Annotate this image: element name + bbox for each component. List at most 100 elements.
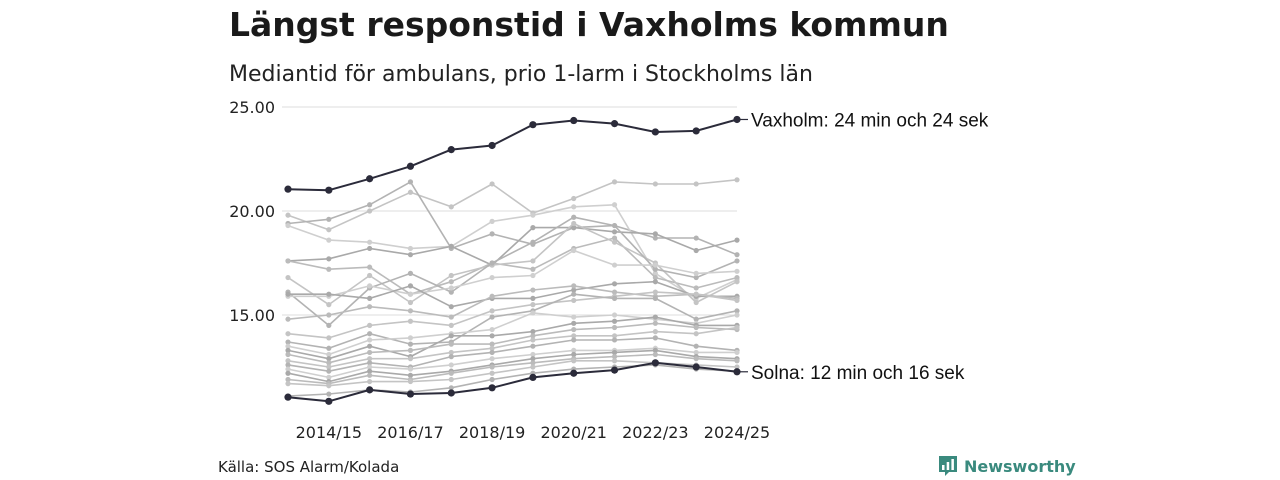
background-series-point [285,362,291,368]
background-series-point [530,343,536,349]
background-series-point [571,283,577,289]
background-series-point [489,308,495,314]
background-series-point [693,270,699,276]
background-series-point [448,322,454,328]
background-series-point [611,179,618,185]
background-series-point [489,345,495,351]
background-series-point [611,312,618,318]
background-series-point [285,291,291,297]
background-series-point [530,287,536,293]
background-series-point [489,341,495,347]
background-series-point [448,279,454,285]
background-series-point [652,351,658,358]
background-series-point [326,351,332,358]
background-series-line [287,179,738,231]
background-series-point [407,308,414,314]
background-series-point [611,222,618,229]
solna-series-point [366,386,374,394]
background-series-point [530,364,536,370]
background-series-point [611,318,618,324]
background-series-point [571,297,577,304]
background-series-line [287,293,738,350]
solna-series-point [406,390,415,398]
background-series-point [448,341,454,347]
background-series-point [407,299,414,306]
background-series-point [571,314,577,320]
background-series-point [652,262,658,268]
background-series-point [285,347,291,353]
background-series-point [407,347,414,353]
background-series-point [367,331,373,337]
background-series-point [652,320,658,326]
background-series-point [530,356,536,362]
background-series-point [571,195,577,202]
background-series-point [326,364,332,370]
background-series-point [611,239,618,245]
vaxholm-series-point [651,128,659,136]
x-tick-label: 2020/21 [540,423,606,442]
background-series-point [367,272,373,279]
background-series-point [571,287,577,293]
y-tick-label: 15.00 [229,306,275,325]
background-series-point [367,356,373,362]
background-series-point [611,354,618,360]
background-series-point [285,331,291,337]
background-series-point [611,349,618,356]
background-series-point [489,364,495,370]
background-series-point [407,318,414,324]
background-series-line [287,322,738,364]
background-series-point [285,343,291,349]
background-series-line [287,316,737,360]
background-series-point [489,260,495,266]
background-series-point [734,237,740,243]
background-series-point [530,337,536,343]
background-series-point [326,322,332,328]
background-series-point [652,279,658,285]
background-series-point [367,322,373,328]
background-series-point [489,181,495,187]
vaxholm-series-point [692,127,700,135]
background-series-line [287,364,738,397]
newsworthy-brand[interactable]: Newsworthy [938,455,1076,477]
background-series-point [367,364,373,370]
background-series-line [287,347,737,379]
background-series-point [571,326,577,333]
background-series-point [652,314,658,320]
background-series-line [287,181,738,256]
background-series-point [407,252,414,258]
background-series-point [611,262,618,268]
background-series-point [611,281,618,287]
background-series-line [287,237,738,296]
background-series-point [734,364,740,370]
background-series-point [367,337,373,343]
background-series-point [530,295,536,301]
background-series-point [367,202,373,208]
background-series-point [652,329,658,335]
background-series-line [287,312,738,356]
background-series-point [734,349,740,356]
background-series-point [326,237,332,243]
solna-series-point [284,393,292,401]
background-series-point [734,274,740,281]
background-series-point [530,239,536,245]
background-series-line [287,291,738,339]
background-series-point [326,391,332,397]
background-series-point [652,347,658,353]
background-series-point [448,376,454,383]
background-series-point [571,333,577,339]
background-series-point [407,270,414,276]
background-series-point [611,289,618,295]
background-series-point [530,333,536,339]
background-series-point [652,266,658,272]
background-series-point [326,227,332,233]
background-series-point [326,291,332,297]
background-series-point [285,366,291,372]
vaxholm-series-point [610,120,619,128]
background-series-point [367,304,373,310]
background-series-point [367,372,373,378]
background-series-point [489,349,495,356]
background-series-line [287,204,738,300]
background-series-point [326,312,332,318]
background-series-line [287,337,738,373]
background-series-point [652,181,658,187]
